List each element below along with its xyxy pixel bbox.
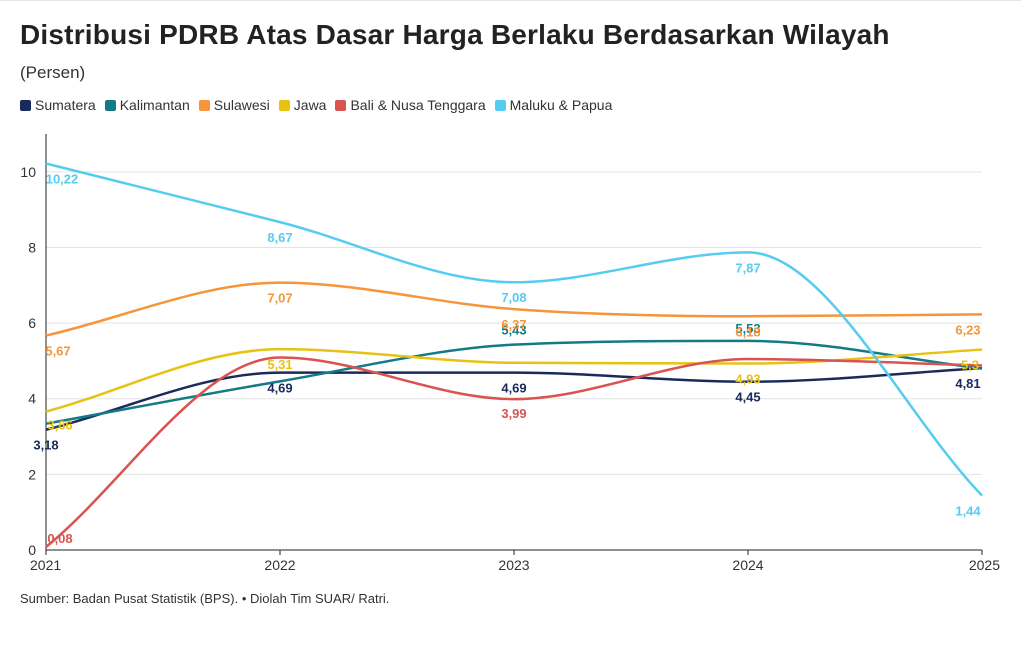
legend-item[interactable]: Sumatera (20, 97, 96, 113)
data-label: 1,44 (955, 504, 981, 519)
legend-label: Kalimantan (119, 97, 190, 113)
data-label: 5,31 (267, 357, 292, 372)
legend-swatch (20, 99, 31, 111)
x-tick-label: 2021 (30, 557, 61, 573)
data-label: 3,66 (47, 418, 72, 433)
data-label: 10,22 (46, 171, 79, 186)
x-tick-label: 2025 (969, 557, 1000, 573)
chart-legend: Sumatera Kalimantan Sulawesi Jawa Bali & Nus… (20, 97, 612, 113)
data-label: 0,08 (47, 531, 72, 546)
legend-label: Jawa (293, 97, 327, 113)
legend-swatch (198, 99, 210, 111)
data-label: 5,67 (45, 344, 70, 359)
data-label: 4,45 (735, 390, 760, 405)
legend-item[interactable]: Bali & Nusa Tenggara (335, 97, 486, 113)
series-line (45, 339, 983, 425)
chart-subtitle: (Persen) (20, 63, 86, 82)
legend-item[interactable]: Jawa (278, 97, 327, 113)
legend-item[interactable]: Sulawesi (198, 97, 270, 113)
data-label: 7,87 (735, 260, 760, 275)
x-tick-label: 2022 (264, 557, 295, 573)
legend-label: Maluku & Papua (509, 97, 613, 113)
legend-label: Sumatera (35, 97, 96, 113)
data-label: 5,53 (735, 321, 760, 336)
data-label: 3,18 (33, 438, 58, 453)
data-label: 6,37 (501, 317, 526, 332)
y-tick-label: 4 (28, 391, 36, 407)
y-tick-label: 8 (28, 239, 36, 255)
data-label: 4,81 (955, 376, 980, 391)
data-label: 4,69 (267, 381, 292, 396)
x-tick-label: 2023 (498, 557, 529, 573)
y-tick-label: 10 (20, 164, 36, 180)
data-label: 7,08 (501, 290, 526, 305)
data-label: 3,99 (501, 406, 526, 421)
legend-swatch (104, 99, 116, 111)
data-label: 8,67 (267, 230, 292, 245)
chart-title: Distribusi PDRB Atas Dasar Harga Berlaku… (20, 19, 890, 50)
y-tick-label: 6 (28, 315, 36, 331)
data-label: 5,43 (501, 323, 526, 338)
series-line (45, 281, 983, 337)
data-label: 4,69 (501, 381, 526, 396)
series-line (45, 162, 983, 497)
legend-label: Bali & Nusa Tenggara (350, 97, 486, 113)
data-label: 4,93 (735, 372, 760, 387)
legend-swatch (494, 99, 506, 111)
data-label: 6,23 (955, 322, 980, 337)
legend-swatch (278, 99, 290, 111)
data-label: 7,07 (267, 291, 292, 306)
legend-label: Sulawesi (213, 97, 270, 113)
y-tick-label: 0 (28, 542, 36, 558)
legend-item[interactable]: Maluku & Papua (494, 97, 613, 113)
series-line (45, 366, 983, 431)
legend-item[interactable]: Kalimantan (104, 97, 190, 113)
y-tick-label: 2 (28, 466, 36, 482)
top-divider (0, 0, 1021, 1)
x-tick-label: 2024 (732, 557, 763, 573)
source-note: Sumber: Badan Pusat Statistik (BPS). • D… (20, 591, 390, 606)
series-line (45, 356, 983, 548)
data-label: 5,3 (961, 358, 979, 373)
legend-swatch (335, 99, 347, 111)
data-label: 6,18 (735, 324, 760, 339)
